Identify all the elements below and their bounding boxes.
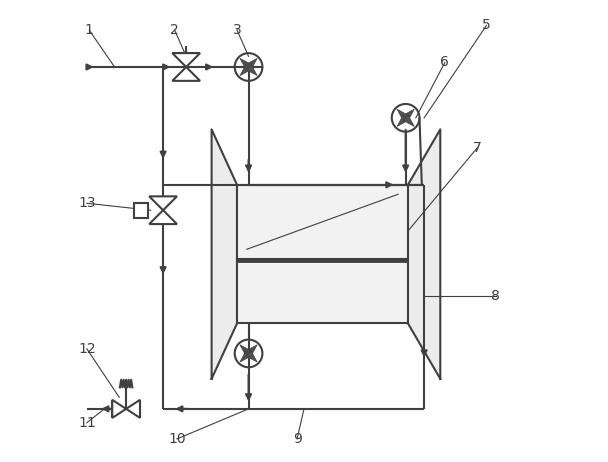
Polygon shape	[246, 58, 257, 70]
Polygon shape	[240, 58, 251, 70]
Text: 11: 11	[78, 416, 95, 430]
Text: 2: 2	[170, 23, 179, 37]
Text: 1: 1	[85, 23, 94, 37]
Polygon shape	[112, 400, 126, 418]
Polygon shape	[240, 345, 251, 356]
Polygon shape	[172, 53, 200, 67]
Polygon shape	[397, 115, 408, 127]
Text: 9: 9	[292, 432, 302, 446]
Polygon shape	[149, 210, 177, 224]
Bar	[237, 259, 408, 261]
Polygon shape	[172, 67, 200, 81]
Text: 6: 6	[440, 55, 449, 69]
Text: 8: 8	[491, 289, 500, 303]
Text: 5: 5	[482, 18, 491, 32]
Polygon shape	[403, 109, 414, 121]
Polygon shape	[246, 351, 257, 362]
Text: 7: 7	[473, 141, 482, 155]
Text: 13: 13	[78, 196, 95, 210]
Text: 3: 3	[233, 23, 241, 37]
Polygon shape	[397, 109, 408, 121]
Polygon shape	[240, 64, 251, 76]
Polygon shape	[246, 64, 257, 76]
Polygon shape	[126, 400, 140, 418]
Text: 12: 12	[78, 342, 95, 356]
Polygon shape	[240, 351, 251, 362]
Bar	[134, 202, 148, 218]
Polygon shape	[403, 115, 414, 127]
Text: 10: 10	[168, 432, 186, 446]
Bar	[237, 261, 408, 323]
Polygon shape	[149, 196, 177, 210]
Polygon shape	[246, 345, 257, 356]
Polygon shape	[212, 129, 237, 379]
Polygon shape	[408, 129, 440, 379]
Bar	[237, 185, 408, 259]
